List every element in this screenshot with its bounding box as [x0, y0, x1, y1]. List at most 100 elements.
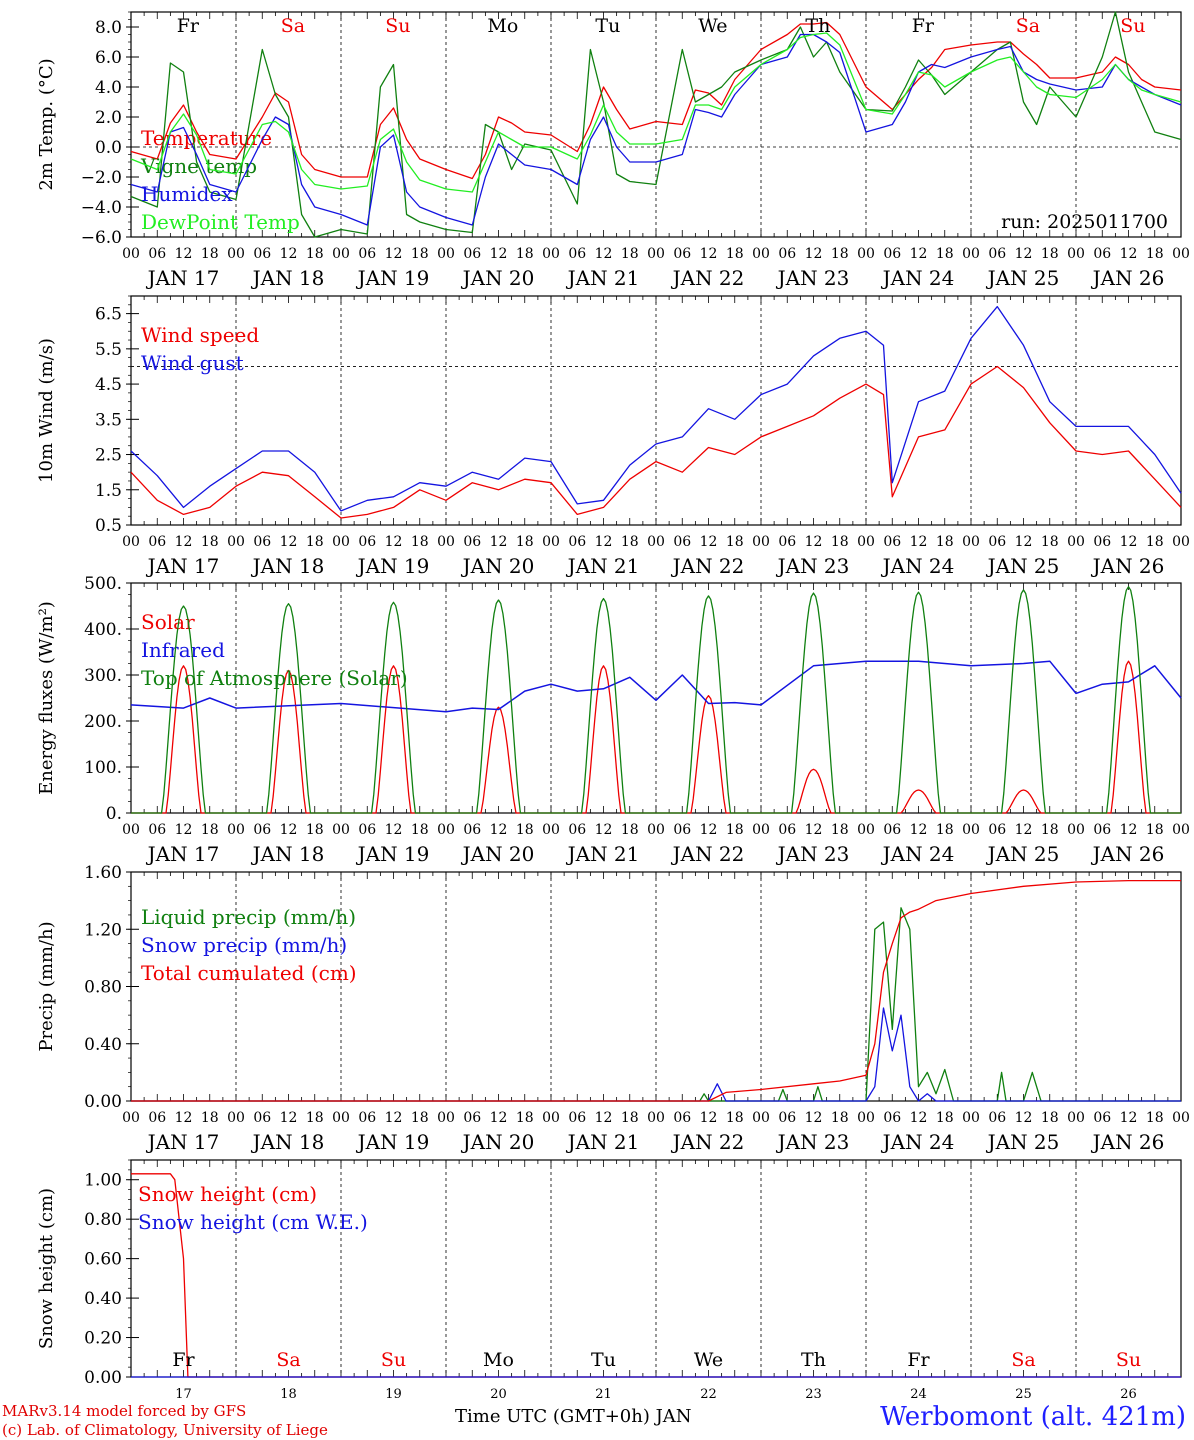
y-tick-label: 0.60 [84, 1250, 122, 1270]
y-axis-title: Snow height (cm) [36, 1188, 57, 1349]
hour-label: 06 [988, 246, 1006, 262]
y-axis-title: 2m Temp. (°C) [36, 58, 57, 190]
hour-label: 18 [516, 534, 534, 550]
hour-label: 06 [148, 822, 166, 838]
date-label: JAN 25 [986, 266, 1060, 290]
date-label: JAN 23 [776, 554, 850, 578]
hour-label: 18 [726, 822, 744, 838]
hour-label: 00 [437, 534, 455, 550]
hour-label: 06 [358, 822, 376, 838]
hour-label: 00 [122, 246, 140, 262]
hour-label: 06 [988, 822, 1006, 838]
hour-label: 12 [805, 1110, 823, 1126]
hour-label: 12 [1015, 1110, 1033, 1126]
hour-label: 00 [1172, 246, 1190, 262]
hour-label: 00 [857, 246, 875, 262]
date-label: JAN 18 [251, 842, 325, 866]
legend-entry: Wind gust [141, 351, 244, 375]
hour-label: 00 [122, 534, 140, 550]
weekday-label: Fr [177, 15, 200, 37]
hour-label: 18 [1041, 822, 1059, 838]
hour-label: 18 [831, 1110, 849, 1126]
date-label: JAN 26 [1091, 842, 1165, 866]
day-number-label: 21 [595, 1387, 612, 1402]
hour-label: 12 [805, 246, 823, 262]
hour-label: 06 [358, 246, 376, 262]
hour-label: 00 [542, 822, 560, 838]
hour-label: 06 [463, 534, 481, 550]
date-label: JAN 23 [776, 266, 850, 290]
legend-entry: Infrared [141, 638, 225, 662]
date-label: JAN 21 [566, 554, 640, 578]
hour-label: 12 [805, 822, 823, 838]
hour-label: 18 [726, 246, 744, 262]
hour-label: 06 [778, 822, 796, 838]
hour-label: 06 [253, 534, 271, 550]
hour-label: 06 [1093, 246, 1111, 262]
weekday-label: Su [385, 15, 410, 37]
hour-label: 12 [595, 1110, 613, 1126]
hour-label: 00 [227, 1110, 245, 1126]
hour-label: 12 [1120, 246, 1138, 262]
legend-entry: Snow height (cm W.E.) [138, 1210, 368, 1234]
series-line-2 [130, 660, 1182, 713]
hour-label: 06 [148, 246, 166, 262]
hour-label: 18 [1146, 1110, 1164, 1126]
hour-label: 18 [936, 534, 954, 550]
y-tick-label: 100. [84, 758, 122, 778]
day-number-label: 25 [1015, 1387, 1032, 1402]
hour-label: 00 [1067, 822, 1085, 838]
date-label: JAN 21 [566, 1130, 640, 1154]
hour-label: 06 [883, 1110, 901, 1126]
hour-label: 00 [1172, 822, 1190, 838]
panel-2: 0.5 1.5 2.5 3.5 4.5 5.5 6.5 10m Wind (m/s) Wind … [36, 295, 1190, 578]
date-label: JAN 26 [1091, 554, 1165, 578]
date-label: JAN 20 [461, 266, 535, 290]
hour-label: 12 [910, 1110, 928, 1126]
hour-label: 12 [385, 1110, 403, 1126]
hour-label: 00 [1067, 1110, 1085, 1126]
series-line-3 [131, 879, 1181, 1102]
hour-label: 18 [621, 246, 639, 262]
weekday-label: Fr [912, 15, 935, 37]
hour-label: 06 [568, 822, 586, 838]
hour-label: 18 [516, 246, 534, 262]
y-tick-label: 1.20 [84, 920, 122, 940]
hour-label: 12 [700, 822, 718, 838]
legend-entry: Snow precip (mm/h) [141, 933, 347, 957]
y-axis-title: Precip (mm/h) [36, 921, 57, 1051]
hour-label: 00 [122, 822, 140, 838]
hour-label: 18 [306, 246, 324, 262]
weekday-label: Su [381, 1349, 406, 1371]
legend-entry: Solar [141, 610, 195, 634]
y-tick-label: 0.00 [84, 1368, 122, 1388]
hour-label: 18 [831, 534, 849, 550]
date-label: JAN 19 [356, 266, 430, 290]
hour-label: 12 [175, 1110, 193, 1126]
hour-label: 12 [280, 822, 298, 838]
hour-label: 00 [227, 246, 245, 262]
date-label: JAN 21 [566, 266, 640, 290]
hour-label: 18 [726, 1110, 744, 1126]
hour-label: 12 [175, 534, 193, 550]
hour-label: 06 [988, 1110, 1006, 1126]
date-label: JAN 24 [881, 842, 955, 866]
hour-label: 18 [1041, 1110, 1059, 1126]
y-tick-label: 3.5 [95, 410, 122, 430]
hour-label: 18 [831, 246, 849, 262]
hour-label: 06 [1093, 534, 1111, 550]
hour-label: 18 [411, 822, 429, 838]
hour-label: 12 [490, 822, 508, 838]
date-label: JAN 17 [146, 266, 220, 290]
y-tick-label: 0.5 [95, 516, 122, 536]
hour-label: 06 [253, 246, 271, 262]
weekday-label: Th [801, 1349, 826, 1371]
y-tick-label: 1.60 [84, 863, 122, 883]
hour-label: 00 [752, 1110, 770, 1126]
legend-entry: Top of Atmosphere (Solar) [141, 666, 408, 690]
hour-label: 00 [437, 1110, 455, 1126]
y-tick-label: 4.0 [95, 78, 122, 98]
hour-label: 00 [1067, 534, 1085, 550]
hour-label: 00 [857, 822, 875, 838]
hour-label: 18 [201, 1110, 219, 1126]
